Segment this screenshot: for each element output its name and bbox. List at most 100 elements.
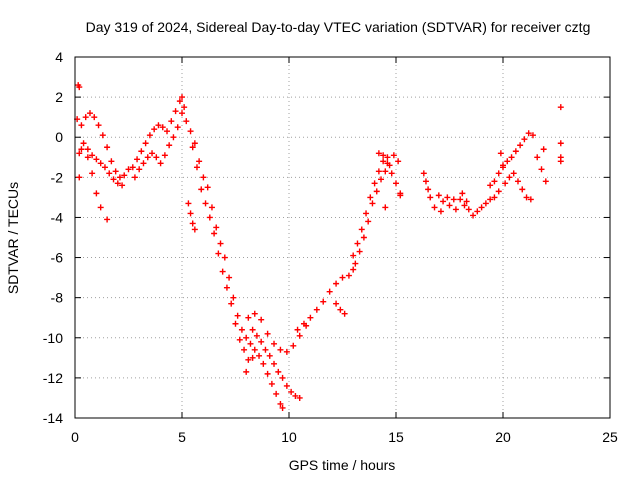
data-points: [74, 82, 564, 411]
data-point: [151, 126, 158, 133]
data-point: [542, 178, 549, 185]
y-tick-label: -12: [43, 370, 63, 386]
data-point: [89, 152, 96, 159]
data-point: [260, 360, 267, 367]
data-point: [345, 272, 352, 279]
data-point: [125, 166, 132, 173]
data-point: [452, 206, 459, 213]
y-tick-label: 4: [55, 49, 63, 65]
data-point: [557, 140, 564, 147]
data-point: [277, 400, 284, 407]
data-point: [390, 152, 397, 159]
data-point: [93, 156, 100, 163]
data-point: [76, 84, 83, 91]
data-point: [369, 200, 376, 207]
data-point: [106, 170, 113, 177]
data-point: [84, 154, 91, 161]
data-point: [517, 142, 524, 149]
y-axis-label: SDTVAR / TECUs: [5, 182, 21, 294]
data-point: [393, 180, 399, 187]
data-point: [251, 346, 258, 353]
data-point: [482, 200, 489, 207]
data-point: [140, 160, 147, 167]
data-point: [262, 346, 269, 353]
data-point: [500, 164, 506, 171]
data-point: [435, 192, 442, 199]
data-point: [420, 170, 427, 177]
data-point: [313, 306, 320, 313]
data-point: [352, 260, 359, 267]
data-point: [82, 114, 89, 121]
data-point: [149, 150, 156, 157]
data-point: [215, 250, 222, 257]
data-point: [273, 390, 280, 397]
data-point: [76, 174, 83, 181]
data-point: [506, 174, 513, 181]
data-point: [179, 110, 185, 117]
data-point: [300, 320, 307, 327]
data-point: [478, 204, 485, 211]
data-point: [422, 178, 429, 185]
data-point: [375, 168, 382, 175]
data-point: [514, 178, 521, 185]
data-point: [99, 132, 106, 139]
x-tick-label: 5: [178, 429, 186, 445]
data-point: [294, 326, 301, 333]
data-point: [337, 306, 344, 313]
data-point: [219, 268, 226, 275]
data-point: [271, 340, 278, 347]
data-point: [243, 368, 250, 375]
data-point: [166, 142, 173, 149]
data-point: [234, 312, 241, 319]
data-point: [512, 148, 519, 155]
data-point: [187, 128, 194, 135]
axis-ticks: [74, 56, 611, 419]
data-point: [380, 152, 387, 159]
data-point: [296, 394, 303, 401]
data-point: [86, 110, 93, 117]
data-point: [502, 180, 509, 187]
data-point: [540, 146, 547, 153]
data-point: [217, 240, 224, 247]
data-point: [108, 158, 115, 165]
data-point: [504, 158, 511, 165]
data-point: [89, 170, 96, 177]
y-tick-label: -6: [51, 250, 64, 266]
data-point: [91, 114, 98, 121]
data-point: [198, 186, 205, 193]
data-point: [189, 144, 196, 151]
data-point: [371, 180, 378, 187]
data-point: [121, 172, 128, 179]
data-point: [119, 182, 126, 189]
data-point: [193, 164, 200, 171]
data-point: [384, 154, 391, 161]
data-point: [76, 150, 83, 157]
data-point: [339, 274, 346, 281]
data-point: [187, 210, 194, 217]
grid-lines: [75, 57, 610, 418]
data-point: [463, 198, 470, 205]
data-point: [264, 330, 271, 337]
data-point: [84, 146, 91, 153]
data-point: [375, 150, 382, 157]
data-point: [243, 334, 250, 341]
data-point: [523, 194, 530, 201]
data-point: [196, 158, 203, 165]
data-point: [168, 118, 175, 125]
data-point: [116, 174, 123, 181]
data-point: [333, 280, 340, 287]
data-point: [189, 220, 196, 227]
data-point: [397, 192, 404, 199]
data-point: [296, 332, 303, 339]
data-point: [153, 154, 160, 161]
data-point: [495, 188, 502, 195]
data-point: [470, 212, 477, 219]
data-point: [93, 190, 100, 197]
data-point: [202, 200, 209, 207]
data-point: [365, 218, 372, 225]
data-point: [155, 122, 162, 129]
data-point: [104, 144, 111, 151]
data-point: [491, 194, 498, 201]
data-point: [341, 310, 348, 317]
data-point: [172, 108, 179, 115]
